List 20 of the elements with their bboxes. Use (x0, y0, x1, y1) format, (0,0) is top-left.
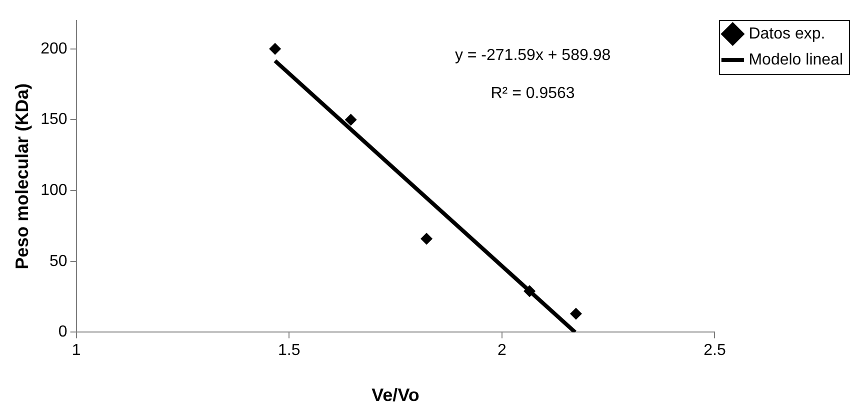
y-tick-label: 50 (50, 252, 68, 270)
point (269, 42, 282, 55)
annotation: R² = 0.9563 (490, 85, 575, 102)
point (344, 114, 357, 126)
x-tick-label: 1.5 (278, 342, 300, 360)
y-tick-label: 100 (40, 182, 68, 199)
x-tick-label: 2 (497, 342, 506, 360)
y-tick-label: 200 (40, 40, 68, 58)
legend-label: Datos exp. (748, 25, 826, 42)
point (420, 232, 433, 245)
point (524, 285, 536, 298)
point (570, 308, 582, 320)
x-tick-label: 1 (72, 342, 81, 360)
annotation: y = -271.59x + 589.98 (454, 47, 611, 64)
y-tick-label: 150 (40, 111, 68, 128)
legend-label: Modelo lineal (748, 51, 843, 68)
x-axis-title: Ve/Vo (372, 385, 420, 406)
y-tick-label: 0 (58, 324, 68, 341)
x-tick-label: 2.5 (704, 342, 726, 360)
y-axis-title: Peso molecular (KDa) (12, 83, 32, 270)
